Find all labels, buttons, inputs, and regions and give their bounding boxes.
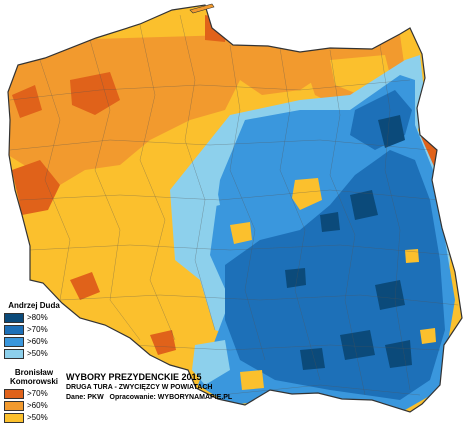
legend-label: >60% [27, 337, 48, 346]
region-szczecin-deep-orange [12, 85, 42, 118]
region-lublin-navy [375, 280, 405, 310]
map-subtitle: DRUGA TURA - ZWYCIĘZCY W POWIATACH [66, 384, 213, 391]
legend-item-duda-80: >80% [4, 312, 64, 323]
legend-label: >50% [27, 349, 48, 358]
legend-swatch [4, 348, 24, 359]
region-siedlce-navy [320, 212, 340, 232]
region-lublin-city-yellow [405, 249, 419, 263]
region-krakow-yellow [240, 370, 264, 390]
region-lodz-yellow [230, 222, 252, 244]
legend-item-komorowski-50: >50% [4, 412, 64, 423]
region-warsaw-yellow [292, 178, 322, 210]
region-sw-deep-orange [70, 272, 100, 300]
map-source: Dane: PKW Opracowanie: WYBORYNAMAPIE.PL [66, 394, 233, 401]
county-boundaries [9, 14, 459, 396]
legend-swatch [4, 400, 24, 411]
legend-swatch [4, 312, 24, 323]
map-title: WYBORY PREZYDENCKIE 2015 [66, 372, 202, 382]
region-podkarpacie-navy [340, 330, 375, 360]
region-northwest-orange [8, 35, 240, 185]
legend-item-duda-70: >70% [4, 324, 64, 335]
region-west-deep-orange [12, 160, 60, 215]
hel-peninsula [189, 3, 215, 14]
legend-swatch [4, 336, 24, 347]
legend-label: >80% [27, 313, 48, 322]
legend-label: >70% [27, 389, 48, 398]
legend: Andrzej Duda >80% >70% >60% >50% Bronisł… [4, 301, 64, 424]
region-northwest-deep-orange [70, 72, 120, 115]
region-plock-lightblue [180, 178, 220, 212]
legend-swatch [4, 324, 24, 335]
legend-swatch [4, 412, 24, 423]
legend-item-duda-50: >50% [4, 348, 64, 359]
region-south-lightblue [192, 340, 230, 385]
legend-title-duda: Andrzej Duda [8, 301, 60, 310]
legend-swatch [4, 388, 24, 399]
legend-item-komorowski-60: >60% [4, 400, 64, 411]
region-east-navy [350, 190, 378, 220]
legend-label: >70% [27, 325, 48, 334]
region-radom-navy [285, 268, 306, 288]
legend-title-komorowski: Bronisław Komorowski [9, 368, 58, 386]
region-rzeszow-yellow [420, 328, 436, 344]
legend-item-duda-60: >60% [4, 336, 64, 347]
caption: WYBORY PREZYDENCKIE 2015 DRUGA TURA - ZW… [66, 372, 232, 403]
region-south-deep-orange [150, 330, 176, 355]
region-tarnow-navy [300, 348, 325, 370]
legend-label: >50% [27, 413, 48, 422]
region-southeast-darkblue [225, 150, 445, 400]
legend-label: >60% [27, 401, 48, 410]
legend-item-komorowski-70: >70% [4, 388, 64, 399]
region-ostroleka-navy [378, 115, 405, 148]
